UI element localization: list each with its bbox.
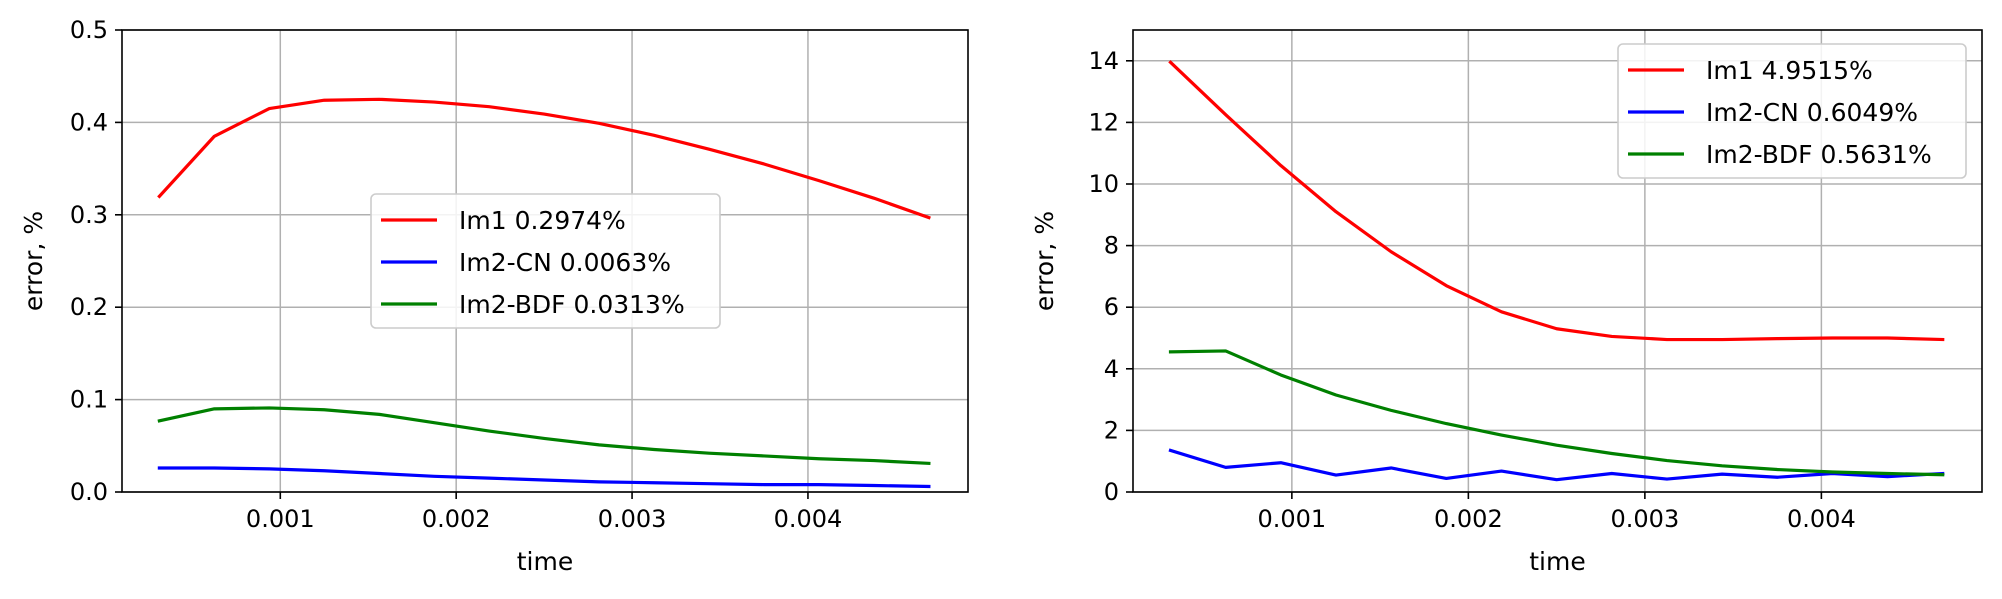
x-axis-label: time: [1529, 547, 1585, 576]
legend-label: Im2-BDF 0.0313%: [459, 290, 685, 319]
x-tick-label: 0.004: [1787, 505, 1856, 533]
y-axis-label: error, %: [1030, 211, 1059, 311]
y-tick-label: 2: [1104, 416, 1119, 444]
y-tick-label: 10: [1088, 170, 1119, 198]
series-line-0: [157, 97, 931, 220]
legend-label: Im1 4.9515%: [1706, 56, 1873, 85]
y-tick-label: 14: [1088, 47, 1119, 75]
plot-frame: [1132, 29, 1983, 493]
x-tick-label: 0.003: [1611, 505, 1680, 533]
legend-box: [1617, 43, 1967, 179]
plot-frame: [121, 29, 969, 493]
x-tick-label: 0.002: [422, 505, 491, 533]
x-tick-label: 0.003: [598, 505, 667, 533]
x-tick-label: 0.001: [1257, 505, 1326, 533]
y-tick-label: 6: [1104, 293, 1119, 321]
y-tick-label: 0: [1104, 478, 1119, 506]
chart-right: 0.001 0.002 0.003 0.004 0 2 4 6 8 10 12 14 time error…: [1030, 29, 1983, 576]
series-line-1: [1168, 448, 1945, 482]
legend-label: Im2-CN 0.0063%: [459, 248, 671, 277]
y-tick-label: 12: [1088, 108, 1119, 136]
series-line-0: [1168, 60, 1945, 342]
legend-box: [370, 193, 721, 329]
x-axis-label: time: [517, 547, 573, 576]
legend-label: Im1 0.2974%: [459, 206, 626, 235]
legend-label: Im2-CN 0.6049%: [1706, 98, 1918, 127]
series-line-1: [157, 466, 931, 489]
y-tick-label: 0.1: [70, 386, 108, 414]
legend: Im1 0.2974% Im2-CN 0.0063% Im2-BDF 0.0313%: [370, 193, 721, 329]
chart-left: 0.001 0.002 0.003 0.004 0.0 0.1 0.2 0.3 0.4 0.5 ti…: [19, 16, 969, 576]
y-tick-label: 0.4: [70, 108, 108, 136]
series-line-2: [157, 406, 931, 466]
x-tick-label: 0.004: [774, 505, 843, 533]
y-tick-label: 4: [1104, 355, 1119, 383]
legend-label: Im2-BDF 0.5631%: [1706, 140, 1932, 169]
x-tick-label: 0.002: [1434, 505, 1503, 533]
y-tick-label: 0.5: [70, 16, 108, 44]
legend: Im1 4.9515% Im2-CN 0.6049% Im2-BDF 0.5631%: [1617, 43, 1967, 179]
x-tick-label: 0.001: [246, 505, 315, 533]
y-tick-label: 8: [1104, 232, 1119, 260]
y-tick-label: 0.2: [70, 293, 108, 321]
y-axis-label: error, %: [19, 211, 48, 311]
y-tick-label: 0.0: [70, 478, 108, 506]
series-line-2: [1168, 349, 1945, 477]
y-tick-label: 0.3: [70, 201, 108, 229]
